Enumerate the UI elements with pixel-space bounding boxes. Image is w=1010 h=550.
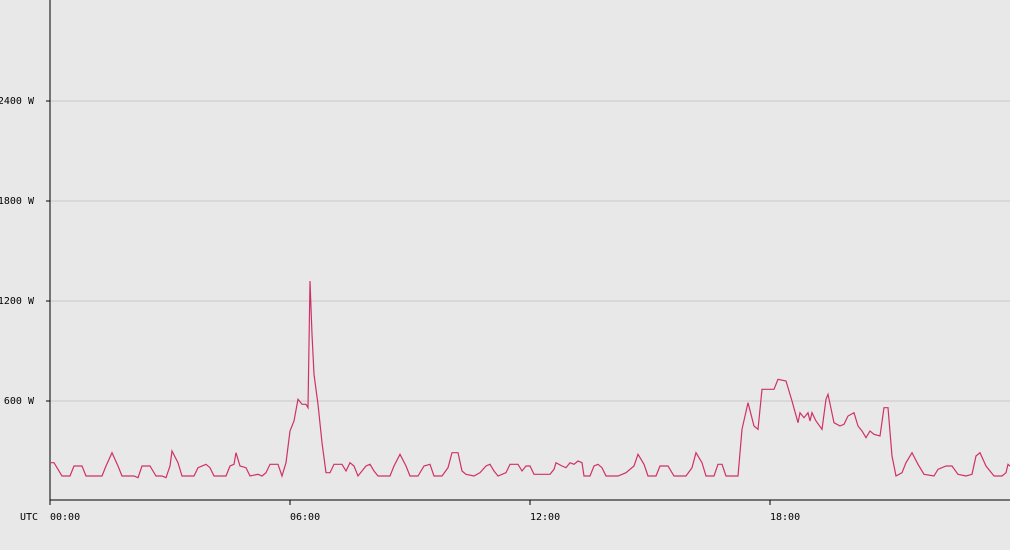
x-tick-label: 06:00 [290,512,320,523]
y-tick-label: 1800 W [0,196,35,207]
x-tick-label: 18:00 [770,512,800,523]
y-tick-label: 2400 W [0,96,35,107]
series-line [50,280,1010,479]
x-tick-label: 12:00 [530,512,560,523]
x-axis-label: UTC [20,512,38,523]
x-tick-label: 00:00 [50,512,80,523]
y-tick-label: 1200 W [0,296,35,307]
y-tick-label: 600 W [4,396,35,407]
